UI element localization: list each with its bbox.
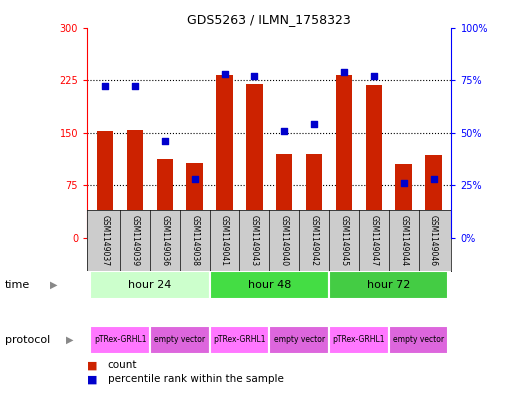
Bar	[216, 75, 233, 238]
Bar	[187, 163, 203, 238]
Point	[400, 180, 408, 186]
Text: GSM1149046: GSM1149046	[429, 215, 438, 266]
Text: GSM1149047: GSM1149047	[369, 215, 378, 266]
Text: ■: ■	[87, 360, 97, 371]
Text: count: count	[108, 360, 137, 371]
Text: protocol: protocol	[5, 335, 50, 345]
Bar	[97, 131, 113, 238]
Text: ■: ■	[87, 374, 97, 384]
Text: GSM1149037: GSM1149037	[101, 215, 110, 266]
Point	[429, 176, 438, 182]
Point	[340, 68, 348, 75]
Bar	[210, 326, 269, 354]
Text: GSM1149042: GSM1149042	[310, 215, 319, 266]
Title: GDS5263 / ILMN_1758323: GDS5263 / ILMN_1758323	[187, 13, 351, 26]
Text: empty vector: empty vector	[154, 336, 205, 344]
Bar	[127, 130, 143, 238]
Text: ▶: ▶	[50, 280, 57, 290]
Point	[370, 73, 378, 79]
Text: hour 24: hour 24	[128, 280, 171, 290]
Text: GSM1149044: GSM1149044	[399, 215, 408, 266]
Point	[161, 138, 169, 144]
Bar	[90, 326, 150, 354]
Bar	[329, 326, 389, 354]
Point	[310, 121, 318, 127]
Text: GSM1149038: GSM1149038	[190, 215, 199, 266]
Bar	[396, 164, 412, 238]
Point	[191, 176, 199, 182]
Point	[131, 83, 139, 90]
Bar	[156, 158, 173, 238]
Text: empty vector: empty vector	[273, 336, 325, 344]
Text: GSM1149041: GSM1149041	[220, 215, 229, 266]
Bar	[246, 84, 263, 238]
Bar	[329, 271, 448, 299]
Point	[280, 127, 288, 134]
Text: GSM1149045: GSM1149045	[340, 215, 348, 266]
Bar	[366, 85, 382, 238]
Bar	[306, 154, 322, 238]
Bar	[269, 326, 329, 354]
Text: hour 72: hour 72	[367, 280, 410, 290]
Text: pTRex-GRHL1: pTRex-GRHL1	[213, 336, 266, 344]
Text: empty vector: empty vector	[393, 336, 444, 344]
Point	[250, 73, 259, 79]
Bar	[425, 155, 442, 238]
Text: time: time	[5, 280, 30, 290]
Text: pTRex-GRHL1: pTRex-GRHL1	[94, 336, 146, 344]
Bar	[389, 326, 448, 354]
Text: percentile rank within the sample: percentile rank within the sample	[108, 374, 284, 384]
Text: hour 48: hour 48	[248, 280, 291, 290]
Bar	[90, 271, 210, 299]
Point	[101, 83, 109, 90]
Text: pTRex-GRHL1: pTRex-GRHL1	[332, 336, 385, 344]
Bar	[150, 326, 210, 354]
Text: GSM1149039: GSM1149039	[130, 215, 140, 266]
Text: GSM1149040: GSM1149040	[280, 215, 289, 266]
Bar	[276, 154, 292, 238]
Point	[221, 71, 229, 77]
Bar	[210, 271, 329, 299]
Text: GSM1149043: GSM1149043	[250, 215, 259, 266]
Bar	[336, 75, 352, 238]
Text: ▶: ▶	[66, 335, 73, 345]
Text: GSM1149036: GSM1149036	[161, 215, 169, 266]
